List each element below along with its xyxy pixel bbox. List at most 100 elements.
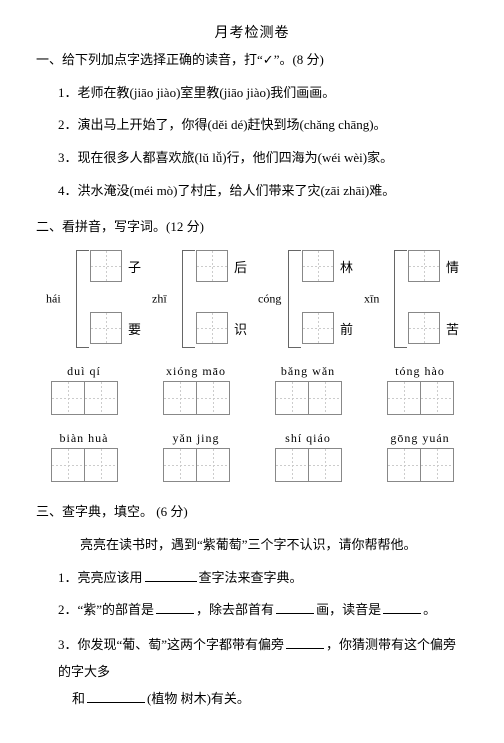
char-pair-bot: 识 — [196, 312, 250, 344]
s1-item-3: 3．现在很多人都喜欢旅(lǔ lǚ)行，他们四海为(wéi wèi)家。 — [58, 146, 468, 171]
pinyin-text: bǎng wǎn — [281, 364, 335, 379]
char-pair-top: 情 — [408, 250, 462, 282]
text: 查字法来查字典。 — [199, 570, 303, 585]
section3-heading: 三、查字典，填空。 (6 分) — [36, 500, 468, 525]
s3-q2: 2．“紫”的部首是，除去部首有画，读音是。 — [58, 598, 468, 623]
bracket-col-2: zhī 后 识 — [152, 250, 252, 348]
word-item: xióng māo — [148, 364, 244, 415]
section1-items: 1．老师在教(jiāo jiào)室里教(jiāo jiào)我们画画。 2．演… — [58, 81, 468, 204]
bracket-icon — [288, 250, 301, 348]
text: ，除去部首有 — [196, 602, 274, 617]
bracket-col-1: hái 子 要 — [46, 250, 146, 348]
char-pair-top: 后 — [196, 250, 250, 282]
char-box[interactable] — [421, 448, 454, 482]
fill-blank[interactable] — [156, 600, 194, 614]
s1-item-2: 2．演出马上开始了，你得(děi dé)赶快到场(chǎng chāng)。 — [58, 113, 468, 138]
s3-q3: 3．你发现“葡、萄”这两个字都带有偏旁，你猜测带有这个偏旁的字大多 和(植物 树… — [58, 631, 468, 713]
word-item: tóng hào — [372, 364, 468, 415]
char-box[interactable] — [51, 381, 85, 415]
pinyin-text: xióng māo — [166, 364, 226, 379]
word-item: bǎng wǎn — [260, 364, 356, 415]
char-box[interactable] — [387, 448, 421, 482]
char-pair-top: 子 — [90, 250, 144, 282]
bracket-icon — [394, 250, 407, 348]
char-box[interactable] — [197, 381, 230, 415]
char-box[interactable] — [85, 381, 118, 415]
fill-blank[interactable] — [87, 689, 145, 703]
text: 2．“紫”的部首是 — [58, 602, 154, 617]
char-box[interactable] — [163, 381, 197, 415]
char-pair-top: 林 — [302, 250, 356, 282]
page-title: 月考检测卷 — [36, 22, 468, 42]
char-box[interactable] — [302, 312, 334, 344]
word-item: duì qí — [36, 364, 132, 415]
text: 3．你发现“葡、萄”这两个字都带有偏旁 — [58, 637, 284, 652]
char-box[interactable] — [421, 381, 454, 415]
pinyin-label: cóng — [258, 292, 281, 307]
word-item: gōng yuán — [372, 431, 468, 482]
bracket-icon — [76, 250, 89, 348]
char-box[interactable] — [90, 312, 122, 344]
section1-heading: 一、给下列加点字选择正确的读音，打“✓”。(8 分) — [36, 48, 468, 73]
s1-head-b: ”。(8 分) — [274, 52, 324, 67]
text: (植物 树木)有关。 — [147, 691, 250, 706]
pinyin-text: biàn huà — [60, 431, 109, 446]
s3-q1: 1．亮亮应该用 查字法来查字典。 — [58, 566, 468, 591]
char-box[interactable] — [197, 448, 230, 482]
char-box[interactable] — [302, 250, 334, 282]
bracket-icon — [182, 250, 195, 348]
given-char: 林 — [340, 257, 356, 276]
char-pair-bot: 苦 — [408, 312, 462, 344]
char-box[interactable] — [408, 312, 440, 344]
char-box[interactable] — [196, 250, 228, 282]
pinyin-label: hái — [46, 292, 61, 307]
pinyin-text: duì qí — [67, 364, 101, 379]
pinyin-text: gōng yuán — [390, 431, 449, 446]
char-box[interactable] — [163, 448, 197, 482]
s1-item-4: 4．洪水淹没(méi mò)了村庄，给人们带来了灾(zāi zhāi)难。 — [58, 179, 468, 204]
word-row-1: duì qí xióng māo bǎng wǎn tóng hào — [36, 364, 468, 415]
text: 1．亮亮应该用 — [58, 570, 143, 585]
pinyin-label: xīn — [364, 292, 379, 307]
checkmark-icon: ✓ — [263, 52, 274, 67]
given-char: 情 — [446, 257, 462, 276]
given-char: 识 — [234, 319, 250, 338]
char-box[interactable] — [408, 250, 440, 282]
char-box[interactable] — [275, 381, 309, 415]
s1-item-1: 1．老师在教(jiāo jiào)室里教(jiāo jiào)我们画画。 — [58, 81, 468, 106]
word-item: yǎn jing — [148, 431, 244, 482]
given-char: 后 — [234, 257, 250, 276]
char-box[interactable] — [309, 448, 342, 482]
text: 和 — [72, 691, 85, 706]
char-box[interactable] — [196, 312, 228, 344]
char-pair-bot: 要 — [90, 312, 144, 344]
s1-head-a: 一、给下列加点字选择正确的读音，打“ — [36, 52, 263, 67]
char-box[interactable] — [90, 250, 122, 282]
given-char: 要 — [128, 319, 144, 338]
word-item: shí qiáo — [260, 431, 356, 482]
char-pair-bot: 前 — [302, 312, 356, 344]
given-char: 子 — [128, 257, 144, 276]
pinyin-text: yǎn jing — [173, 431, 220, 446]
fill-blank[interactable] — [383, 600, 421, 614]
char-box[interactable] — [85, 448, 118, 482]
fill-blank[interactable] — [276, 600, 314, 614]
text: 。 — [423, 602, 436, 617]
char-box[interactable] — [387, 381, 421, 415]
fill-blank[interactable] — [145, 568, 197, 582]
fill-blank[interactable] — [286, 635, 324, 649]
bracket-grid-row: hái 子 要 zhī 后 识 cóng 林 — [46, 250, 464, 348]
pinyin-text: shí qiáo — [285, 431, 331, 446]
s3-lead: 亮亮在读书时，遇到“紫葡萄”三个字不认识，请你帮帮他。 — [80, 533, 468, 558]
pinyin-text: tóng hào — [395, 364, 445, 379]
pinyin-label: zhī — [152, 292, 167, 307]
exam-page: 月考检测卷 一、给下列加点字选择正确的读音，打“✓”。(8 分) 1．老师在教(… — [0, 0, 504, 743]
char-box[interactable] — [51, 448, 85, 482]
given-char: 前 — [340, 319, 356, 338]
bracket-col-4: xīn 情 苦 — [364, 250, 464, 348]
word-item: biàn huà — [36, 431, 132, 482]
section2-heading: 二、看拼音，写字词。(12 分) — [36, 215, 468, 240]
char-box[interactable] — [275, 448, 309, 482]
char-box[interactable] — [309, 381, 342, 415]
given-char: 苦 — [446, 319, 462, 338]
